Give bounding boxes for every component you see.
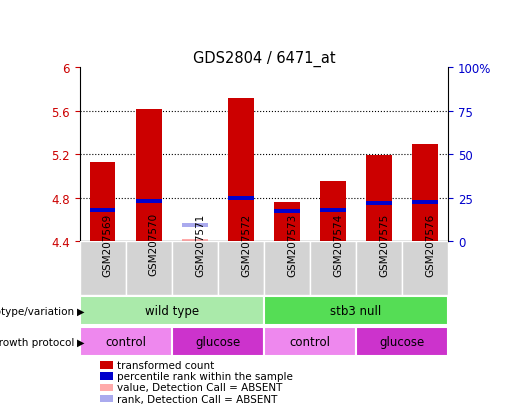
Text: genotype/variation: genotype/variation bbox=[0, 306, 75, 316]
FancyBboxPatch shape bbox=[172, 242, 218, 295]
Text: wild type: wild type bbox=[145, 304, 199, 317]
FancyBboxPatch shape bbox=[172, 327, 264, 356]
FancyBboxPatch shape bbox=[218, 242, 264, 295]
Text: ▶: ▶ bbox=[77, 337, 85, 347]
Text: control: control bbox=[106, 335, 146, 348]
Bar bbox=[413, 145, 438, 242]
Text: transformed count: transformed count bbox=[117, 360, 214, 370]
Text: rank, Detection Call = ABSENT: rank, Detection Call = ABSENT bbox=[117, 394, 277, 404]
FancyBboxPatch shape bbox=[310, 242, 356, 295]
Bar bbox=[90, 162, 115, 242]
FancyBboxPatch shape bbox=[80, 327, 172, 356]
Text: GSM207572: GSM207572 bbox=[241, 213, 251, 276]
Text: percentile rank within the sample: percentile rank within the sample bbox=[117, 371, 293, 381]
Bar bbox=[320, 182, 346, 242]
FancyBboxPatch shape bbox=[402, 242, 448, 295]
Bar bbox=[366, 156, 392, 242]
Text: value, Detection Call = ABSENT: value, Detection Call = ABSENT bbox=[117, 382, 282, 392]
Bar bbox=[228, 99, 253, 242]
Text: glucose: glucose bbox=[380, 335, 425, 348]
Text: ▶: ▶ bbox=[77, 306, 85, 316]
Text: stb3 null: stb3 null bbox=[330, 304, 382, 317]
Bar bbox=[90, 208, 115, 212]
Bar bbox=[366, 202, 392, 206]
Text: GSM207574: GSM207574 bbox=[333, 213, 343, 276]
Text: GSM207569: GSM207569 bbox=[103, 213, 113, 276]
Bar bbox=[413, 201, 438, 204]
FancyBboxPatch shape bbox=[356, 327, 448, 356]
Bar bbox=[320, 208, 346, 212]
Bar bbox=[228, 196, 253, 200]
Text: growth protocol: growth protocol bbox=[0, 337, 75, 347]
FancyBboxPatch shape bbox=[126, 242, 172, 295]
FancyBboxPatch shape bbox=[264, 296, 448, 325]
Title: GDS2804 / 6471_at: GDS2804 / 6471_at bbox=[193, 51, 335, 67]
Bar bbox=[182, 240, 208, 242]
FancyBboxPatch shape bbox=[264, 327, 356, 356]
Bar bbox=[136, 109, 162, 242]
Bar bbox=[182, 223, 208, 227]
Text: control: control bbox=[289, 335, 331, 348]
FancyBboxPatch shape bbox=[356, 242, 402, 295]
Text: glucose: glucose bbox=[195, 335, 241, 348]
Bar bbox=[274, 203, 300, 242]
FancyBboxPatch shape bbox=[80, 242, 126, 295]
Text: GSM207576: GSM207576 bbox=[425, 213, 435, 276]
Text: GSM207573: GSM207573 bbox=[287, 213, 297, 276]
FancyBboxPatch shape bbox=[80, 296, 264, 325]
Text: GSM207575: GSM207575 bbox=[379, 213, 389, 276]
Text: GSM207570: GSM207570 bbox=[149, 213, 159, 276]
Bar bbox=[136, 199, 162, 203]
FancyBboxPatch shape bbox=[264, 242, 310, 295]
Text: GSM207571: GSM207571 bbox=[195, 213, 205, 276]
Bar bbox=[274, 209, 300, 213]
